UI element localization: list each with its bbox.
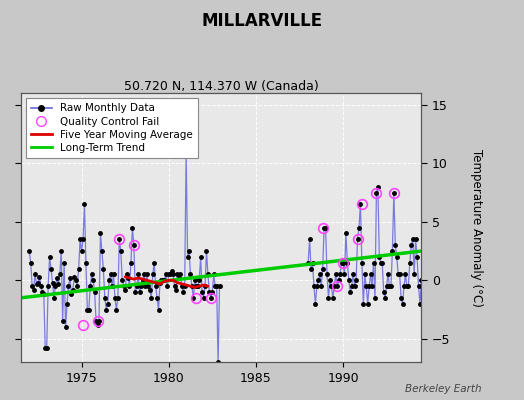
Title: 50.720 N, 114.370 W (Canada): 50.720 N, 114.370 W (Canada) [124,80,319,93]
Legend: Raw Monthly Data, Quality Control Fail, Five Year Moving Average, Long-Term Tren: Raw Monthly Data, Quality Control Fail, … [26,98,198,158]
Text: MILLARVILLE: MILLARVILLE [201,12,323,30]
Text: Berkeley Earth: Berkeley Earth [406,384,482,394]
Y-axis label: Temperature Anomaly (°C): Temperature Anomaly (°C) [470,149,483,306]
